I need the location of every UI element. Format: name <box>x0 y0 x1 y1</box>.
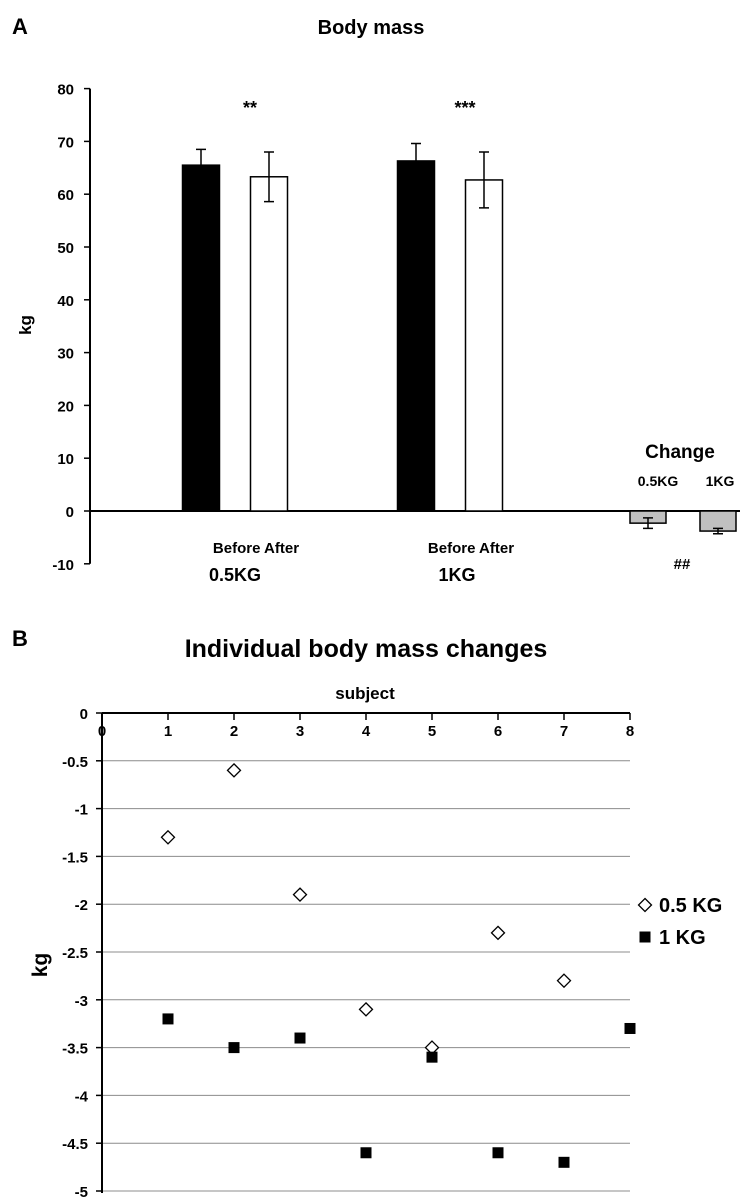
panel-a-bars: ** Before After 0.5KG *** Before After 1KG 0.5… <box>181 98 737 585</box>
panel-b-y-axis-label: kg <box>29 953 52 978</box>
panel-a-y-tick-label: 20 <box>57 398 74 415</box>
panel-b-letter: B <box>12 626 28 651</box>
bar-0.5KG-before <box>181 164 221 512</box>
point-1kg <box>624 1022 636 1034</box>
legend-label: 1 KG <box>659 927 706 949</box>
panel-a-y-tick-label: 80 <box>57 82 74 99</box>
panel-b-y-tick-label: -1 <box>75 802 88 819</box>
panel-b-x-axis-label: subject <box>335 684 395 703</box>
bar-0.5KG-after <box>249 176 289 512</box>
change-error-bar <box>643 517 653 530</box>
panel-b-y-tick-label: -3 <box>75 993 88 1010</box>
panel-b-title: Individual body mass changes <box>185 635 548 663</box>
group-label: 0.5KG <box>209 565 261 585</box>
panel-b-points <box>160 762 636 1168</box>
point-1kg <box>558 1156 570 1168</box>
legend-label: 0.5 KG <box>659 895 722 917</box>
panel-b-x-tick-label: 0 <box>98 723 106 740</box>
panel-a-letter: A <box>12 14 28 39</box>
panel-b-y-tick-label: -0.5 <box>62 754 88 771</box>
point-1kg <box>492 1147 504 1159</box>
panel-a-y-tick-label: 30 <box>57 346 74 363</box>
bar-1KG-after <box>464 179 504 512</box>
point-1kg <box>162 1013 174 1025</box>
panel-b-x-tick-label: 6 <box>494 723 502 740</box>
panel-b-x-tick-label: 1 <box>164 723 172 740</box>
panel-b-x-tick-label: 4 <box>362 723 371 740</box>
panel-b-y-tick-label: -2.5 <box>62 945 88 962</box>
point-0-5kg <box>358 1001 374 1017</box>
panel-b-x-tick-label: 8 <box>626 723 634 740</box>
error-bar <box>264 151 274 203</box>
panel-b-y-tick-label: -4.5 <box>62 1136 88 1153</box>
panel-b-y-tick-label: -4 <box>75 1088 89 1105</box>
panel-b-axes: 0 -0.5 -1 -1.5 -2 -2.5 -3 -3.5 -4 -4.5 -5 0 1 2 3 4 5 6 7 8 <box>62 706 634 1201</box>
significance-marker: ** <box>243 98 257 118</box>
panel-b-x-tick-label: 5 <box>428 723 436 740</box>
panel-a-y-tick-label: 10 <box>57 451 74 468</box>
body-mass-bar-chart: A Body mass kg Change -10 0 10 20 30 40 50 60 70… <box>12 14 740 585</box>
change-label: 1KG <box>706 473 735 489</box>
panel-b-x-tick-label: 7 <box>560 723 568 740</box>
significance-marker: *** <box>454 98 475 118</box>
error-bar <box>411 142 421 161</box>
point-1kg <box>360 1147 372 1159</box>
panel-a-y-tick-label: 60 <box>57 187 74 204</box>
point-1kg <box>294 1032 306 1044</box>
bar-1KG-before <box>396 160 436 512</box>
error-bar <box>196 148 206 166</box>
panel-a-y-tick-label: 40 <box>57 293 74 310</box>
panel-a-y-axis-label: kg <box>16 315 35 335</box>
panel-b-legend: 0.5 KG 1 KG <box>637 895 722 949</box>
legend-marker-0-5kg <box>637 897 653 913</box>
point-0-5kg <box>160 829 176 845</box>
change-title: Change <box>645 442 715 463</box>
panel-b-gridlines <box>102 760 630 1192</box>
bar-pair-label: Before After <box>428 540 514 557</box>
panel-a-y-tick-label: 0 <box>66 504 74 521</box>
panel-a-y-tick-label: 70 <box>57 134 74 151</box>
error-bar <box>479 151 489 209</box>
panel-b-y-tick-label: -5 <box>75 1184 88 1201</box>
panel-b-x-tick-label: 3 <box>296 723 304 740</box>
point-1kg <box>228 1042 240 1054</box>
point-0-5kg <box>292 887 308 903</box>
legend-marker-1kg <box>639 931 651 943</box>
panel-a-axes: -10 0 10 20 30 40 50 60 70 80 <box>52 82 740 574</box>
panel-b-y-tick-label: 0 <box>80 706 88 723</box>
point-0-5kg <box>490 925 506 941</box>
panel-a-y-tick-label: -10 <box>52 557 74 574</box>
group-label: 1KG <box>438 565 475 585</box>
panel-b-y-tick-label: -3.5 <box>62 1041 88 1058</box>
bar-pair-label: Before After <box>213 540 299 557</box>
panel-b-y-tick-label: -2 <box>75 897 88 914</box>
point-0-5kg <box>226 762 242 778</box>
panel-a-title: Body mass <box>318 17 425 39</box>
individual-changes-scatter-chart: B Individual body mass changes subject k… <box>12 626 722 1201</box>
panel-b-x-tick-label: 2 <box>230 723 238 740</box>
change-error-bar <box>713 527 723 535</box>
change-label: 0.5KG <box>638 473 679 489</box>
point-1kg <box>426 1051 438 1063</box>
point-0-5kg <box>556 973 572 989</box>
panel-a-y-tick-label: 50 <box>57 240 74 257</box>
panel-b-y-tick-label: -1.5 <box>62 849 88 866</box>
change-significance-marker: ## <box>674 556 691 573</box>
